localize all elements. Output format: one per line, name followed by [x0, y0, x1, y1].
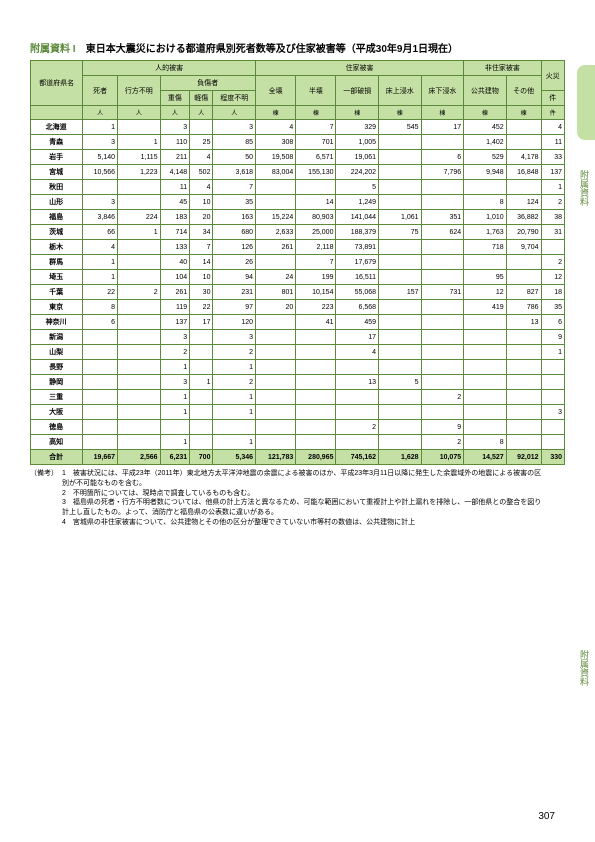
th-fire: 火災 [541, 61, 564, 91]
table-row: 三重112 [31, 390, 565, 405]
table-row: 徳島29 [31, 420, 565, 435]
table-row: 大阪113 [31, 405, 565, 420]
table-row: 静岡312135 [31, 375, 565, 390]
table-row: 長野11 [31, 360, 565, 375]
table-row: 神奈川61371712041459136 [31, 315, 565, 330]
th-public: 公共建物 [464, 76, 507, 106]
notes-label: （備考） [30, 469, 60, 479]
th-unknown: 程度不明 [213, 91, 256, 106]
th-injured: 負傷者 [160, 76, 255, 91]
side-label: 附属資料 [578, 170, 591, 206]
table-row: 山梨2241 [31, 345, 565, 360]
unit-person: 人 [83, 106, 118, 120]
title-label: 附属資料 I [30, 44, 76, 55]
th-count: 件 [541, 91, 564, 106]
th-partial: 一部破損 [336, 76, 379, 106]
th-severe: 重傷 [160, 91, 190, 106]
data-table: 都道府県名 人的被害 住家被害 非住家被害 火災 死者 行方不明 負傷者 全壊 … [30, 60, 565, 465]
page-content: 附属資料 I 東日本大震災における都道府県別死者数等及び住家被害等（平成30年9… [0, 0, 595, 568]
table-row: 宮城10,5661,2234,1485023,61883,004155,1302… [31, 165, 565, 180]
side-label-bottom: 附属資料 [578, 650, 591, 686]
th-housing: 住家被害 [256, 61, 464, 76]
total-row: 合計19,6672,5666,2317005,346121,783280,965… [31, 450, 565, 465]
table-row: 岩手5,1401,11521145019,5086,57119,06165294… [31, 150, 565, 165]
title-text: 東日本大震災における都道府県別死者数等及び住家被害等（平成30年9月1日現在） [86, 44, 458, 55]
th-below: 床下浸水 [421, 76, 464, 106]
th-above: 床上浸水 [379, 76, 422, 106]
table-row: 青森3111025853087011,0051,40211 [31, 135, 565, 150]
th-human: 人的被害 [83, 61, 256, 76]
title-row: 附属資料 I 東日本大震災における都道府県別死者数等及び住家被害等（平成30年9… [30, 40, 565, 55]
table-row: 東京81192297202236,56841978635 [31, 300, 565, 315]
table-row: 北海道13347329545174524 [31, 120, 565, 135]
table-row: 秋田114751 [31, 180, 565, 195]
side-tab [577, 65, 595, 140]
page-number: 307 [538, 811, 555, 822]
table-row: 山形3451035141,24981242 [31, 195, 565, 210]
th-nonhousing: 非住家被害 [464, 61, 541, 76]
th-missing: 行方不明 [118, 76, 161, 106]
th-minor: 軽傷 [190, 91, 213, 106]
table-row: 栃木413371262612,11873,8917189,704 [31, 240, 565, 255]
table-row: 群馬1401426717,6792 [31, 255, 565, 270]
th-pref: 都道府県名 [31, 61, 83, 106]
th-dead: 死者 [83, 76, 118, 106]
table-row: 埼玉110410942419916,5119512 [31, 270, 565, 285]
th-other: その他 [506, 76, 541, 106]
table-row: 茨城661714346802,63325,000188,379756241,76… [31, 225, 565, 240]
th-half: 半壊 [296, 76, 336, 106]
table-row: 新潟33179 [31, 330, 565, 345]
notes-text: 1 被害状況には、平成23年（2011年）東北地方太平洋沖地震の余震による被害の… [62, 469, 542, 528]
notes: （備考） 1 被害状況には、平成23年（2011年）東北地方太平洋沖地震の余震に… [30, 469, 565, 528]
th-full: 全壊 [256, 76, 296, 106]
table-row: 福島3,8462241832016315,22480,903141,0441,0… [31, 210, 565, 225]
table-row: 千葉2222613023180110,15455,068157731128271… [31, 285, 565, 300]
table-row: 高知1128 [31, 435, 565, 450]
